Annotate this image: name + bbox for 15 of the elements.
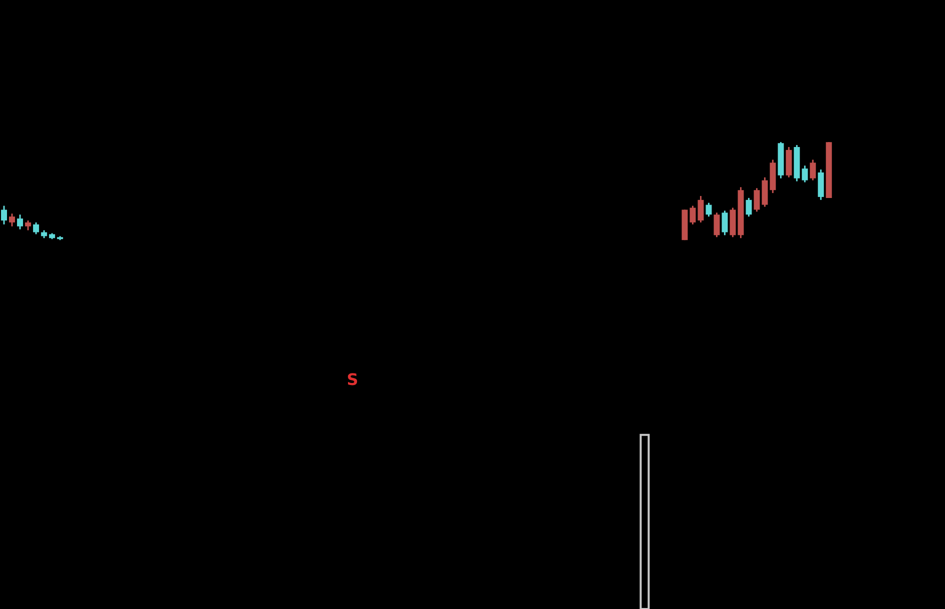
candlestick xyxy=(722,210,728,236)
candlestick xyxy=(810,158,816,182)
candlestick xyxy=(9,212,16,228)
candlestick xyxy=(1,205,8,226)
candlestick xyxy=(714,212,720,238)
candlestick xyxy=(746,197,752,218)
candlestick xyxy=(754,187,760,212)
candlestick xyxy=(25,220,32,232)
candlestick xyxy=(802,164,808,184)
candlestick xyxy=(17,214,24,230)
candlestick xyxy=(33,222,40,235)
candlestick xyxy=(698,195,704,224)
candlestick xyxy=(706,202,712,218)
text: S xyxy=(346,370,358,389)
candlestick xyxy=(690,205,696,226)
